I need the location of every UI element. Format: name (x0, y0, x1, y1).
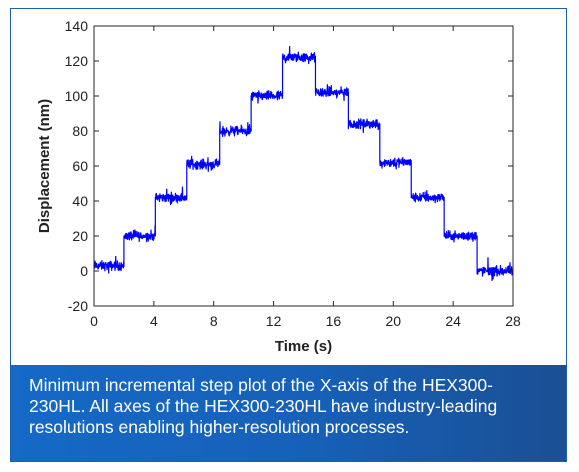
x-axis-label: Time (s) (275, 338, 332, 355)
x-tick-label: 16 (326, 313, 342, 329)
caption-bar: Minimum incremental step plot of the X-a… (11, 365, 566, 461)
y-tick-label: 40 (72, 193, 88, 209)
plot-frame (93, 25, 514, 307)
y-tick-label: 20 (72, 228, 88, 244)
y-tick-label: 140 (65, 18, 89, 34)
series-line-0 (93, 45, 514, 282)
x-tick-label: 28 (505, 313, 521, 329)
y-axis-label: Displacement (nm) (36, 99, 53, 233)
caption-line-3: resolutions enabling higher-resolution p… (29, 417, 410, 437)
caption-line-2: 230HL. All axes of the HEX300-230HL have… (29, 396, 498, 416)
caption-text: Minimum incremental step plot of the X-a… (29, 375, 546, 438)
y-tick-label: 120 (65, 53, 89, 69)
x-tick-label: 12 (266, 313, 282, 329)
y-tick-label: 0 (80, 263, 88, 279)
chart-area: 0 4 8 12 16 20 24 28 -20 0 20 40 60 80 100 120 140 Time (… (11, 9, 566, 361)
y-tick-label: 80 (72, 123, 88, 139)
figure-panel: 0 4 8 12 16 20 24 28 -20 0 20 40 60 80 100 120 140 Time (… (10, 8, 567, 462)
x-tick-label: 4 (150, 313, 158, 329)
y-tick-label: 60 (72, 158, 88, 174)
y-tick-label: -20 (68, 298, 88, 314)
x-tick-label: 20 (385, 313, 401, 329)
x-tick-label: 8 (210, 313, 218, 329)
caption-line-1: Minimum incremental step plot of the X-a… (29, 375, 493, 395)
x-tick-label: 24 (445, 313, 461, 329)
x-tick-label: 0 (90, 313, 98, 329)
y-tick-label: 100 (65, 88, 89, 104)
